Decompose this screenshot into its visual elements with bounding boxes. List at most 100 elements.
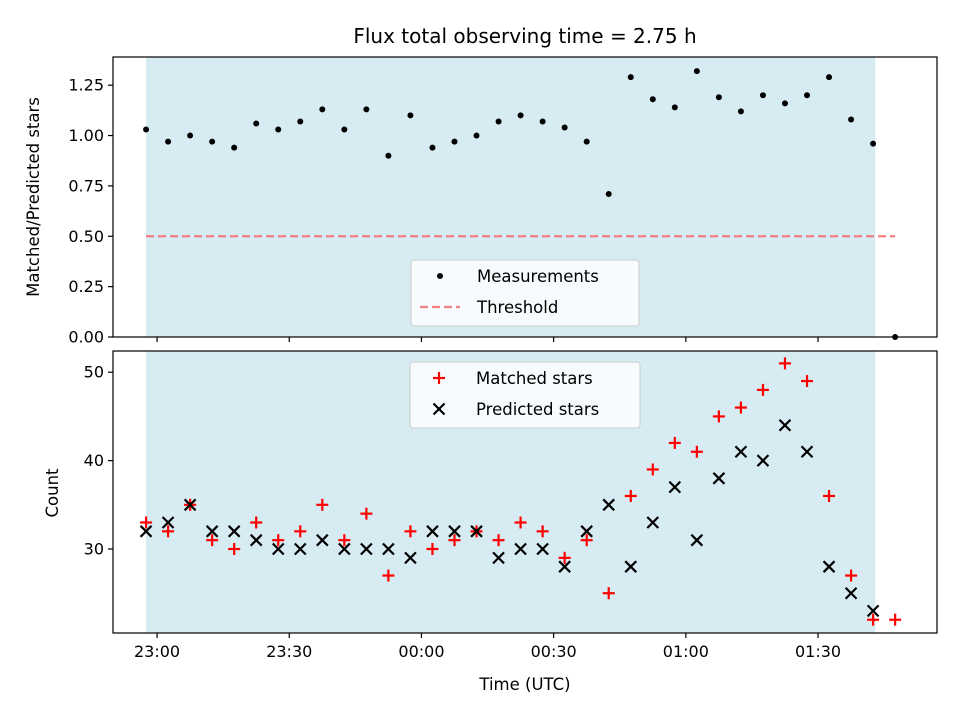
data-point (624, 560, 638, 573)
data-point (602, 587, 615, 600)
data-point (275, 126, 282, 133)
plot-frame (112, 56, 938, 338)
data-point (448, 534, 461, 547)
y-tick-label: 1.00 (68, 126, 104, 145)
data-point (429, 144, 436, 151)
y-tick-label: 40 (84, 451, 104, 470)
data-point (558, 551, 571, 564)
data-point (272, 534, 285, 547)
data-point (536, 525, 549, 538)
plot-frame (112, 350, 938, 634)
data-point (800, 445, 814, 459)
ratio-panel: 0.00 0.25 0.50 0.75 1.00 1.25 Measurements Thre… (68, 56, 938, 347)
data-point (382, 569, 395, 582)
data-point (668, 480, 682, 494)
data-point (602, 498, 615, 512)
data-point (426, 525, 439, 538)
data-point (668, 436, 681, 449)
y-tick-label: 30 (84, 540, 104, 559)
data-point (470, 525, 483, 538)
data-point (781, 100, 788, 107)
data-point (382, 542, 395, 556)
data-point (690, 533, 704, 547)
data-point (363, 106, 370, 113)
data-point (845, 569, 858, 582)
data-point (605, 190, 612, 197)
data-point (495, 118, 502, 125)
data-point (139, 525, 153, 538)
legend-label: Threshold (476, 298, 558, 317)
data-point (848, 116, 855, 123)
data-point (316, 533, 329, 547)
data-point (161, 516, 175, 529)
data-point (870, 140, 877, 147)
data-point (360, 507, 373, 520)
data-point (205, 525, 219, 538)
data-point (206, 534, 219, 547)
data-point (250, 516, 263, 529)
series-measurements (143, 68, 899, 340)
data-point (341, 126, 348, 133)
data-point (690, 445, 703, 458)
x-tick-label: 01:30 (795, 642, 841, 661)
data-point (140, 516, 153, 529)
data-point (517, 112, 524, 119)
data-point (867, 613, 880, 626)
data-point (338, 534, 351, 547)
data-point (183, 498, 197, 512)
data-point (228, 543, 241, 556)
data-point (823, 489, 836, 502)
legend-label: Measurements (477, 267, 599, 286)
legend-marker (432, 402, 446, 416)
data-point (712, 410, 725, 423)
data-point (844, 586, 858, 600)
series-predicted-stars (139, 418, 880, 618)
y-tick-label: 0.00 (68, 328, 104, 347)
legend-label: Predicted stars (476, 400, 599, 419)
data-point (671, 104, 678, 111)
data-point (693, 68, 700, 75)
data-point (473, 132, 480, 139)
x-tick-label: 00:00 (398, 642, 444, 661)
y-axis-label-count: Count (43, 468, 62, 518)
data-point (646, 463, 659, 476)
data-point (536, 542, 549, 556)
data-point (448, 525, 461, 538)
count-panel: 30 40 50 23:00 23:30 00:00 00:30 01:00 01:30 Matc… (84, 350, 938, 661)
data-point (143, 126, 150, 133)
x-tick-label: 23:00 (134, 642, 180, 661)
data-point (756, 454, 770, 467)
data-point (249, 533, 263, 547)
data-point (715, 94, 722, 101)
data-point (737, 108, 744, 115)
data-point (209, 138, 216, 145)
data-point (385, 152, 392, 159)
legend-label: Matched stars (476, 369, 593, 388)
y-tick-label: 50 (84, 363, 104, 382)
data-point (293, 542, 307, 556)
data-point (539, 118, 546, 125)
legend-marker (437, 273, 443, 279)
data-point (407, 112, 414, 119)
data-point (271, 542, 285, 556)
data-point (561, 124, 568, 131)
data-point (187, 132, 194, 139)
data-point (756, 383, 769, 396)
legend-box (409, 361, 641, 429)
data-point (583, 138, 590, 145)
data-point (734, 445, 748, 459)
data-point (162, 525, 175, 538)
legend: Measurements Threshold (410, 259, 640, 327)
data-point (624, 489, 637, 502)
x-tick-label: 01:00 (663, 642, 709, 661)
legend: Matched stars Predicted stars (409, 361, 641, 429)
chart-title: Flux total observing time = 2.75 h (353, 24, 696, 48)
data-point (360, 542, 373, 556)
data-point (822, 560, 836, 573)
legend-marker (433, 372, 445, 384)
data-point (804, 92, 811, 99)
data-point (297, 118, 304, 125)
data-point (426, 543, 439, 556)
data-point (649, 96, 656, 103)
data-point (778, 357, 791, 370)
